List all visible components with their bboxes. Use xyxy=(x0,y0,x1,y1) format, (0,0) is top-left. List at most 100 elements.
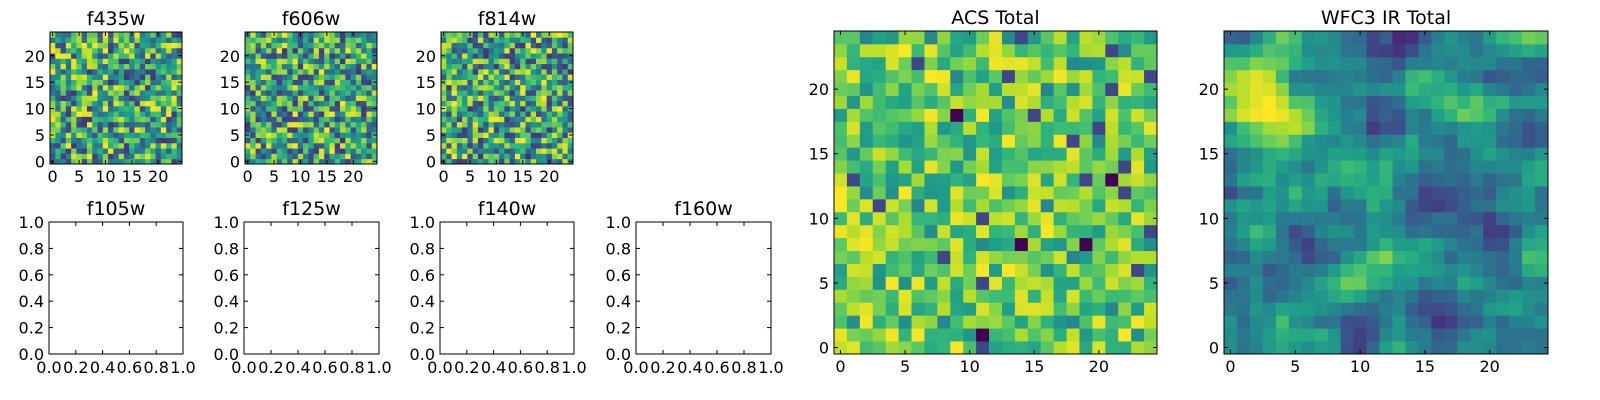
heatmap-cell xyxy=(541,63,547,70)
heatmap-cell xyxy=(297,111,304,117)
heatmap-cell xyxy=(1418,341,1432,355)
heatmap-cell xyxy=(514,79,521,86)
heatmap-cell xyxy=(472,148,479,154)
heatmap-cell xyxy=(551,116,558,123)
x-tick-label: 5 xyxy=(74,167,84,186)
heatmap-cell xyxy=(1224,186,1238,200)
heatmap-cell xyxy=(1224,263,1238,277)
heatmap-cell xyxy=(361,68,367,75)
heatmap-cell xyxy=(308,37,315,43)
heatmap-cell xyxy=(86,58,93,65)
heatmap-cell xyxy=(134,127,141,133)
heatmap-cell xyxy=(276,47,283,54)
heatmap-cell xyxy=(350,116,357,123)
heatmap-cell xyxy=(1144,43,1158,58)
heatmap-cell xyxy=(525,95,532,102)
heatmap-cell xyxy=(129,127,135,133)
heatmap-cell xyxy=(166,37,172,43)
heatmap-cell xyxy=(530,68,537,75)
heatmap-cell xyxy=(118,79,125,86)
heatmap-cell xyxy=(1001,134,1016,148)
heatmap-cell xyxy=(885,276,899,290)
heatmap-cell xyxy=(1288,95,1303,109)
heatmap-cell xyxy=(65,58,72,65)
heatmap-cell xyxy=(366,142,373,149)
heatmap-cell xyxy=(1040,276,1055,290)
heatmap-cell xyxy=(1249,250,1264,264)
heatmap-cell xyxy=(160,79,167,86)
heatmap-cell xyxy=(160,158,167,165)
heatmap-cell xyxy=(525,79,532,86)
heatmap-cell xyxy=(1236,276,1251,290)
heatmap-cell xyxy=(81,68,88,75)
heatmap-cell xyxy=(1509,173,1523,187)
heatmap-cell xyxy=(308,105,315,112)
heatmap-cell xyxy=(287,63,293,70)
heatmap-cell xyxy=(166,32,172,38)
heatmap-cell xyxy=(1105,69,1119,84)
heatmap-cell xyxy=(1457,315,1471,329)
heatmap-cell xyxy=(950,237,964,252)
heatmap-cell xyxy=(1535,198,1549,213)
heatmap-cell xyxy=(488,142,495,149)
heatmap-cell xyxy=(1105,328,1119,342)
heatmap-cell xyxy=(1392,250,1406,264)
heatmap-cell xyxy=(166,63,172,70)
heatmap-cell xyxy=(1224,328,1238,342)
heatmap-cell xyxy=(345,47,351,54)
heatmap-cell xyxy=(50,63,56,70)
heatmap-cell xyxy=(1301,224,1316,239)
y-tick-label: 0.6 xyxy=(19,266,44,285)
heatmap-cell xyxy=(92,58,98,65)
heatmap-cell xyxy=(462,79,468,86)
heatmap-cell xyxy=(1392,263,1406,277)
heatmap-cell xyxy=(477,32,484,38)
heatmap-cell xyxy=(1288,211,1303,226)
heatmap-cell xyxy=(456,105,463,112)
heatmap-cell xyxy=(562,84,569,91)
heatmap-cell xyxy=(1301,341,1316,355)
heatmap-cell xyxy=(1353,108,1367,122)
heatmap-cell xyxy=(92,79,98,86)
heatmap-cell xyxy=(477,148,484,154)
heatmap-cell xyxy=(530,53,537,59)
heatmap-cell xyxy=(1444,237,1458,252)
heatmap-cell xyxy=(1131,31,1145,45)
heatmap-cell xyxy=(446,37,452,43)
heatmap-cell xyxy=(989,250,1003,264)
heatmap-cell xyxy=(1483,43,1497,58)
heatmap-cell xyxy=(536,132,542,138)
heatmap-cell xyxy=(1496,56,1510,71)
heatmap-cell xyxy=(1249,121,1264,135)
heatmap-cell xyxy=(1392,56,1406,71)
heatmap-cell xyxy=(885,121,899,135)
heatmap-cell xyxy=(509,121,516,128)
heatmap-cell xyxy=(937,302,951,316)
heatmap-cell xyxy=(911,160,925,174)
heatmap-cell xyxy=(1105,82,1119,96)
heatmap-cell xyxy=(250,68,256,75)
heatmap-cell xyxy=(462,111,468,117)
heatmap-cell xyxy=(989,289,1003,303)
heatmap-cell xyxy=(551,37,558,43)
panel-title: f435w xyxy=(87,8,146,30)
heatmap-cell xyxy=(281,74,288,80)
heatmap-cell xyxy=(530,111,537,117)
heatmap-cell xyxy=(520,47,526,54)
heatmap-cell xyxy=(441,95,447,102)
heatmap-cell xyxy=(924,82,938,96)
x-tick-label: 0.6 xyxy=(508,358,533,377)
heatmap-cell xyxy=(303,42,309,49)
heatmap-cell xyxy=(1431,160,1445,174)
heatmap-cell xyxy=(493,53,500,59)
heatmap-cell xyxy=(1040,43,1055,58)
heatmap-cell xyxy=(334,68,341,75)
heatmap-cell xyxy=(937,147,951,161)
heatmap-cell xyxy=(885,69,899,84)
heatmap-cell xyxy=(1457,108,1471,122)
heatmap-cell xyxy=(477,127,484,133)
heatmap-cell xyxy=(97,74,104,80)
heatmap-cell xyxy=(308,132,315,138)
heatmap-cell xyxy=(911,289,925,303)
heatmap-cell xyxy=(324,137,330,144)
